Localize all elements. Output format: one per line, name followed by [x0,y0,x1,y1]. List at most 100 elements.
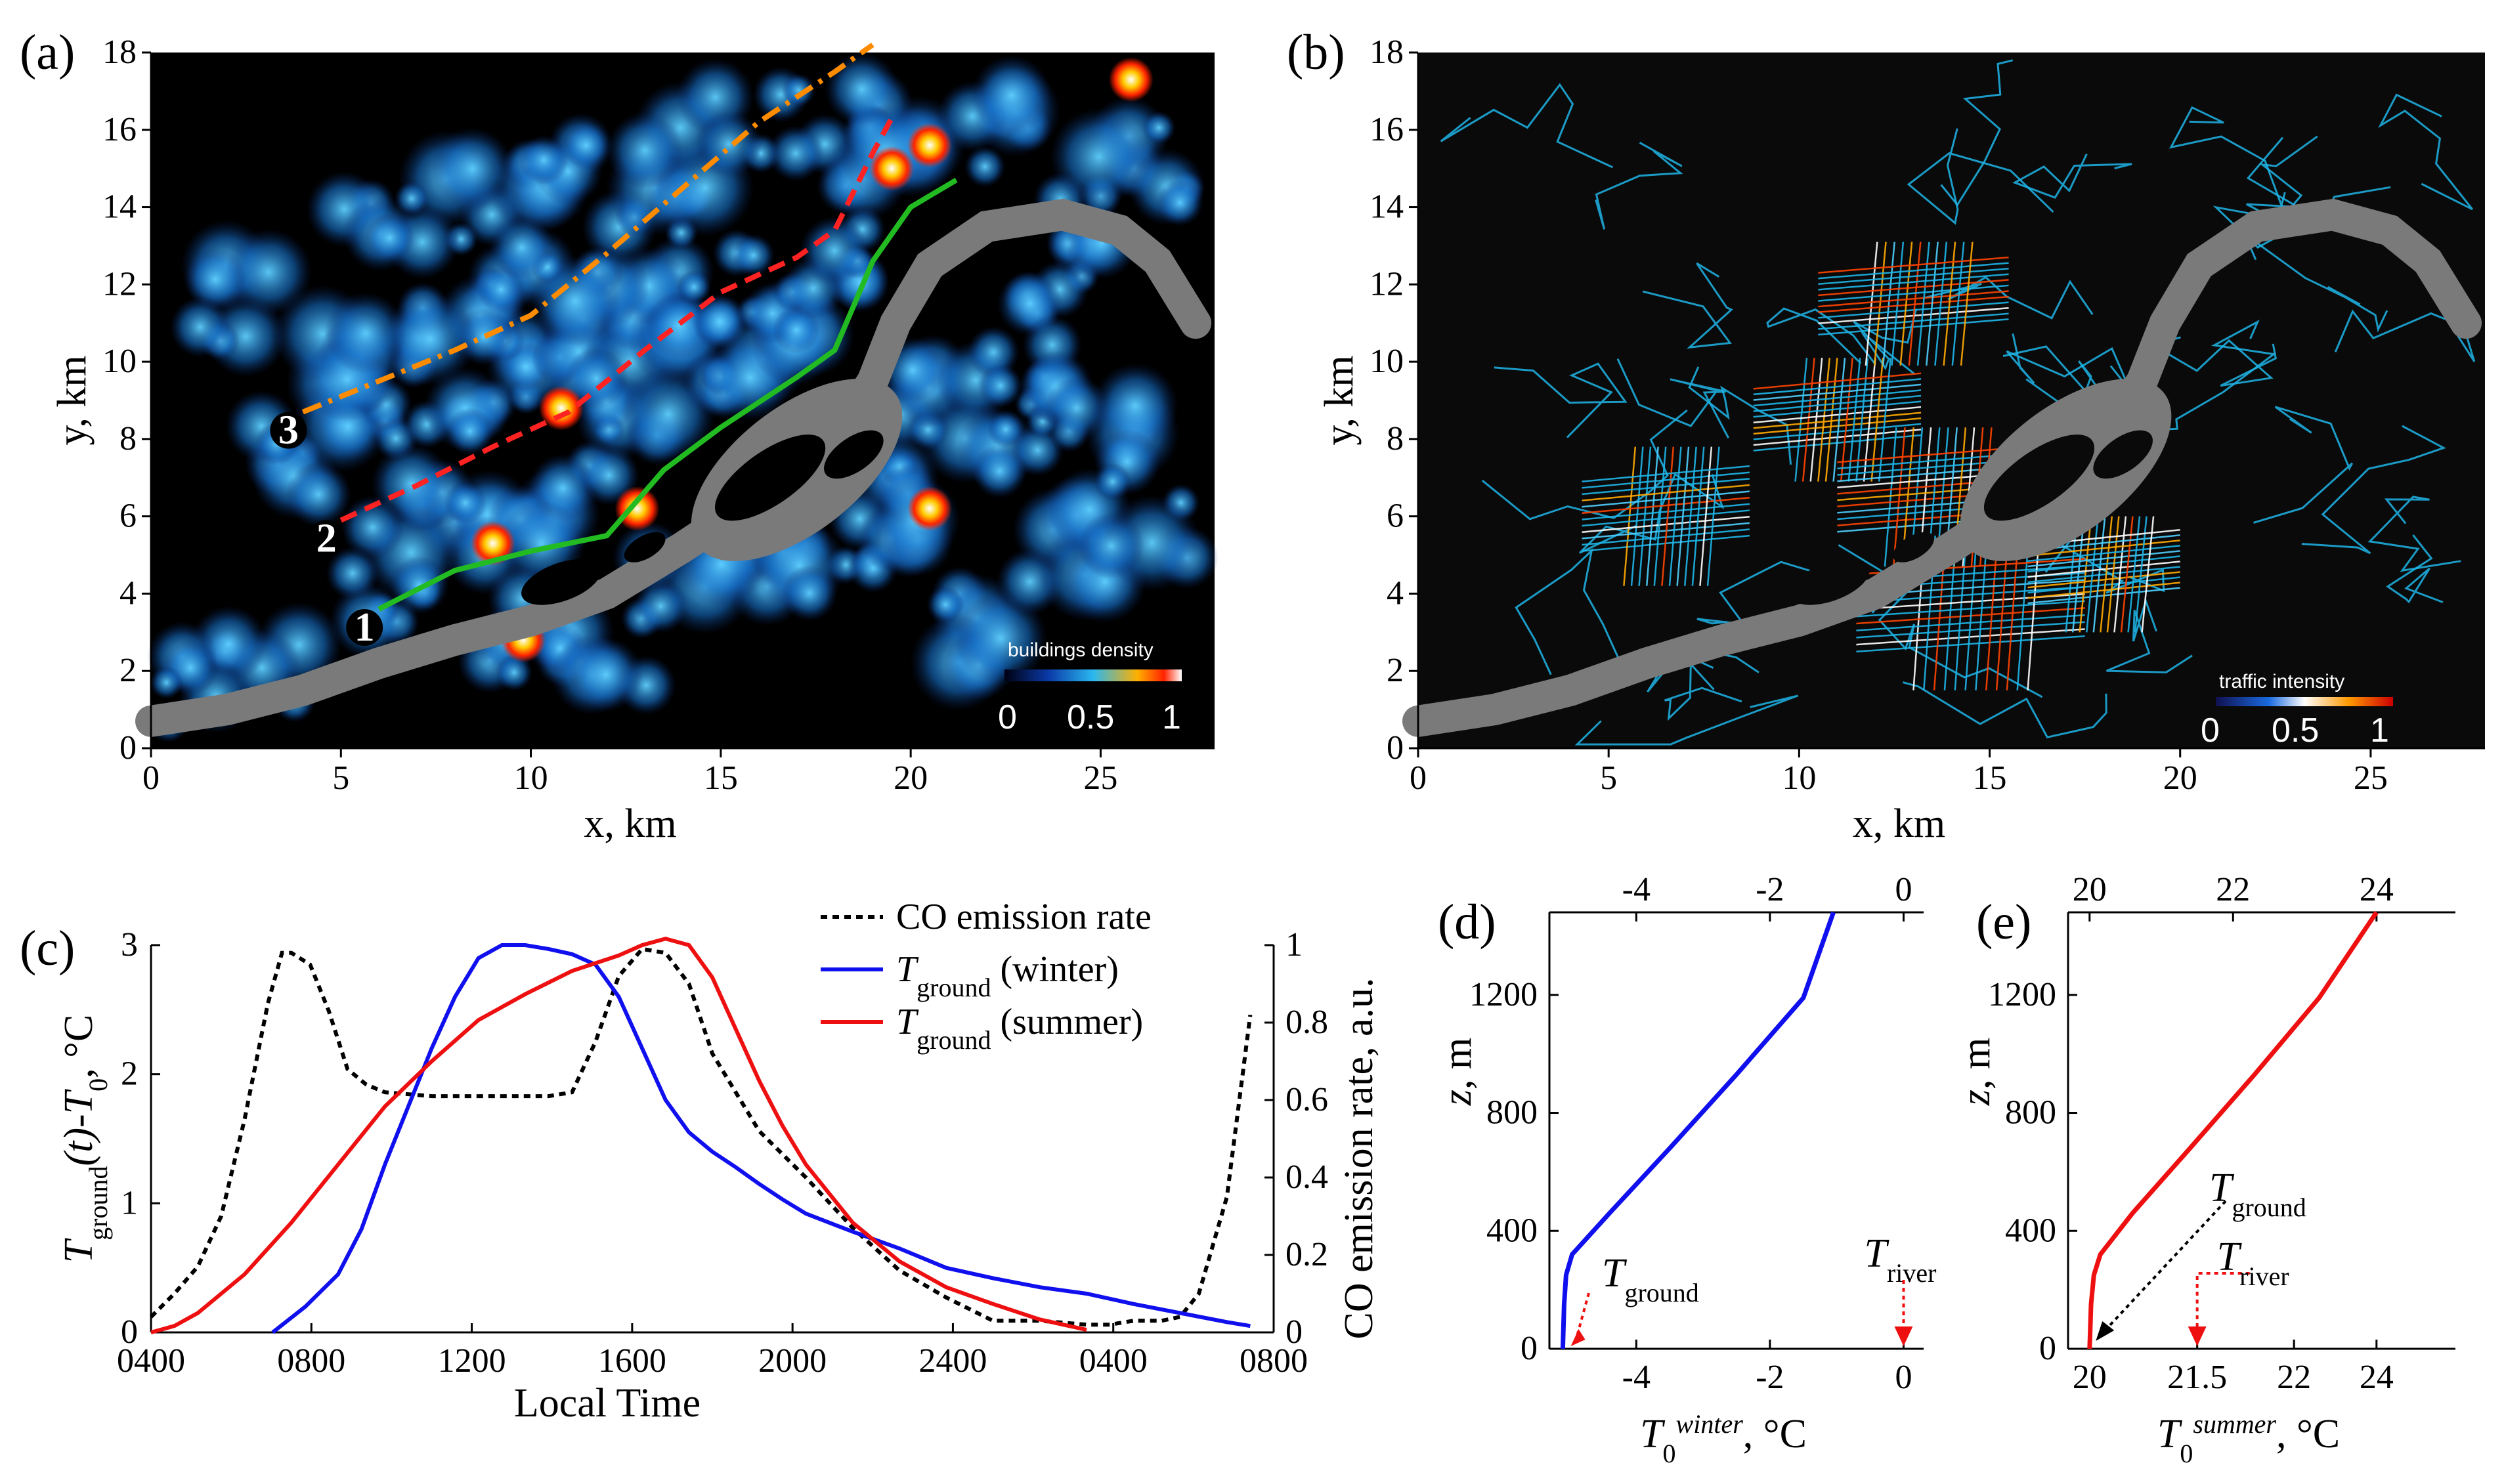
density-blob [519,135,569,185]
legend-label-1-part: T [896,949,919,990]
colorbar-b-tick-2: 1 [2370,711,2389,750]
density-blob [926,585,964,624]
y-tick-label: 14 [102,188,137,226]
y-tick-label: 12 [102,265,137,303]
road-grid [1824,358,1838,482]
road-grid [1753,383,1922,401]
road-grid [1753,417,1922,435]
road [1642,262,1733,349]
density-blob [578,445,639,506]
road-grid [2027,555,2180,573]
road-grid [1995,536,2009,690]
density-blob [964,146,1006,188]
x-tick-label: 0400 [1079,1342,1148,1380]
x-tick-label: 20 [2073,1359,2107,1396]
x-axis-label-part: T [2157,1412,2183,1456]
road-grid [2027,545,2180,562]
density-blob [169,296,231,358]
road-grid [1645,446,1659,586]
x-tick-label: 10 [1782,759,1816,797]
route-label-3: 3 [278,408,299,453]
road [2301,425,2446,555]
ground-arrow [2105,1200,2227,1330]
x-axis-label: x, km [1853,801,1945,846]
x-tick-label: 0800 [1240,1342,1308,1380]
density-blob [978,364,1023,408]
y2-tick-label: 1 [1285,926,1303,964]
road [1688,366,1792,465]
road-grid [1623,446,1637,586]
y-axis-label-part: , m [1954,1038,1998,1090]
top-tick-label: -2 [1756,871,1784,908]
island [715,435,826,521]
road-grid [1753,394,1922,412]
y-axis-label-part: , °C [56,1015,101,1078]
density-blob [767,125,824,182]
road [1494,362,1628,438]
road-grid [1954,536,1968,690]
panel-e-label: (e) [1976,895,2031,950]
x-tick-label: 15 [704,759,738,797]
road-grid [1818,273,2009,291]
road-grid [1818,262,2009,280]
y-axis-label: y, km [50,355,95,445]
road-grid [2079,516,2092,633]
road-grid [2092,516,2106,633]
road [1907,128,2054,225]
series-1 [271,943,1251,1334]
route-1 [378,177,958,612]
panel-c: 0400 0800 1200 1600 2000 2400 0400 0800012300.2… [20,897,1381,1426]
panel-b: traffic intensity 0 0.5 1 0 5 10 15 20 250246… [1287,25,2485,846]
y2-tick-label: 0.4 [1285,1158,1328,1196]
y-axis-label-part: ground [83,1166,113,1240]
x-axis-label-part: 0 [1663,1439,1676,1468]
top-tick-label: 0 [1895,871,1912,908]
x-tick-label: 25 [2354,759,2388,797]
profile-line [1560,911,1836,1349]
road-grid [1818,279,2009,297]
colorbar-a-tick-2: 1 [1162,698,1181,736]
river-arrowhead [1894,1326,1913,1346]
x-axis-label: T0winter, °C [1640,1409,1807,1468]
road-grid [1638,446,1652,586]
road [2156,320,2277,431]
x-tick-label: -4 [1622,1359,1651,1396]
road-grid [1865,242,1878,366]
density-blob [800,216,869,286]
series-c [149,937,1253,1334]
road [1616,358,1730,439]
road-grid [1582,490,1750,508]
route-label-1: 1 [355,605,375,650]
y-tick-label: 0 [2039,1330,2056,1367]
colorbar-b-gradient [2216,697,2393,706]
x-tick-label: 0 [142,759,160,797]
density-blob [496,654,533,691]
y2-tick-label: 0.2 [1285,1236,1328,1273]
colorbar-a-title: buildings density [1008,639,1154,661]
x-tick-label: 2000 [758,1342,827,1380]
density-blob [184,247,247,311]
road-grid [2006,536,2019,690]
ground-arrowhead [2096,1321,2115,1341]
y-axis-label-part: z [1954,1090,1998,1106]
colorbar-b: traffic intensity 0 0.5 1 [2201,671,2393,750]
y-tick-label: 0 [1521,1330,1538,1367]
y2-axis-label: CO emission rate, a.u. [1337,977,1381,1339]
legend-label-0: CO emission rate [896,897,1152,937]
y-tick-label: 8 [1387,420,1404,457]
y-axis-label: Tground(t)-T0, °C [56,1015,113,1263]
road-grid [1818,290,2009,308]
road-grid [1837,446,2028,463]
road-grid [1582,497,1750,515]
road [2386,534,2444,604]
road-grid [2100,516,2113,633]
y-tick-label: 16 [1370,111,1404,148]
ground-label-part: T [1602,1251,1628,1296]
road-grid [2027,566,2180,583]
density-hotspot [869,146,915,191]
road-grid [2016,536,2030,690]
x-tick-label: 2400 [918,1342,987,1380]
